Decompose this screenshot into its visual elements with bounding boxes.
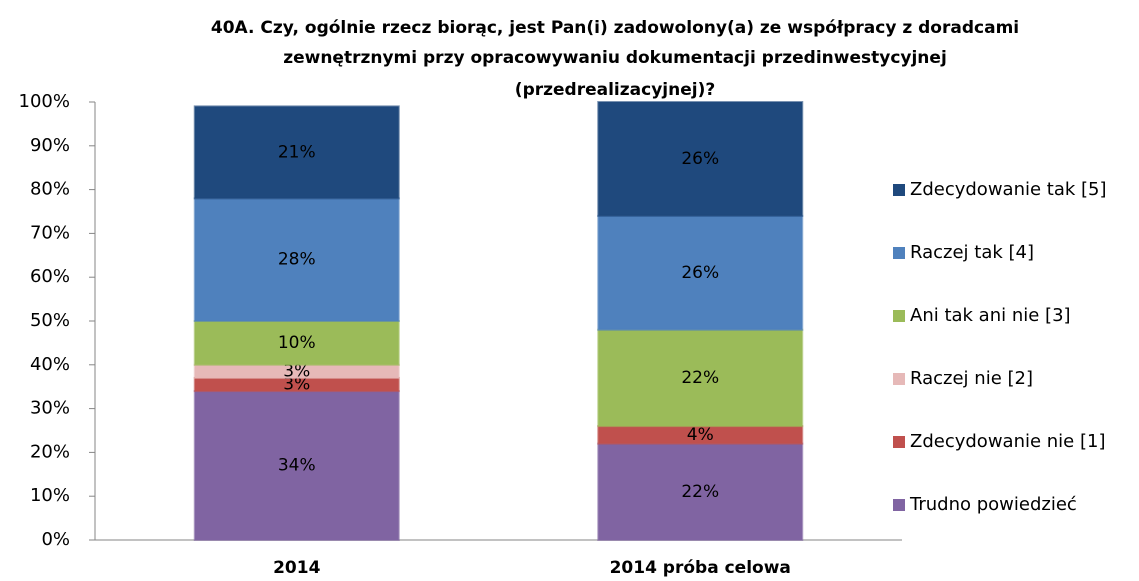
legend-label: Zdecydowanie nie [1] <box>910 431 1105 452</box>
data-label: 26% <box>681 263 719 283</box>
y-tick-label: 0% <box>41 529 70 550</box>
legend-label: Trudno powiedzieć <box>909 494 1077 515</box>
legend-swatch <box>893 373 905 385</box>
legend-swatch <box>893 310 905 322</box>
data-label: 4% <box>687 425 714 445</box>
legend-label: Raczej tak [4] <box>910 242 1034 263</box>
chart-title: (przedrealizacyjnej)? <box>515 80 715 100</box>
legend-swatch <box>893 436 905 448</box>
data-label: 21% <box>278 142 316 162</box>
y-tick-label: 30% <box>30 398 70 419</box>
bar-segment <box>597 328 804 428</box>
y-tick-label: 70% <box>30 222 70 243</box>
y-tick-label: 80% <box>30 179 70 200</box>
legend-label: Zdecydowanie tak [5] <box>910 179 1107 200</box>
y-tick-label: 10% <box>30 485 70 506</box>
legend-label: Ani tak ani nie [3] <box>910 305 1071 326</box>
legend-swatch <box>893 499 905 511</box>
y-tick-label: 20% <box>30 441 70 462</box>
x-tick-label: 2014 próba celowa <box>610 558 791 578</box>
y-tick-label: 50% <box>30 310 70 331</box>
legend-swatch <box>893 247 905 259</box>
bar-segment <box>193 197 400 322</box>
data-label: 22% <box>681 482 719 502</box>
chart-title: zewnętrznymi przy opracowywaniu dokument… <box>283 48 947 68</box>
bar-segment <box>193 105 400 200</box>
data-label: 26% <box>681 149 719 169</box>
bar-segment <box>597 101 804 217</box>
legend-label: Raczej nie [2] <box>910 368 1033 389</box>
y-tick-label: 100% <box>19 91 70 112</box>
data-label: 3% <box>283 361 310 381</box>
data-label: 10% <box>278 333 316 353</box>
chart-title: 40A. Czy, ogólnie rzecz biorąc, jest Pan… <box>211 18 1019 38</box>
data-label: 22% <box>681 368 719 388</box>
x-tick-label: 2014 <box>273 558 320 578</box>
bar-segment <box>597 214 804 331</box>
bar-segment <box>193 390 400 541</box>
bar-segment <box>597 442 804 542</box>
y-tick-label: 90% <box>30 135 70 156</box>
data-label: 3% <box>283 375 310 395</box>
y-tick-label: 40% <box>30 354 70 375</box>
y-tick-label: 60% <box>30 266 70 287</box>
data-label: 34% <box>278 456 316 476</box>
legend-swatch <box>893 184 905 196</box>
data-label: 28% <box>278 250 316 270</box>
